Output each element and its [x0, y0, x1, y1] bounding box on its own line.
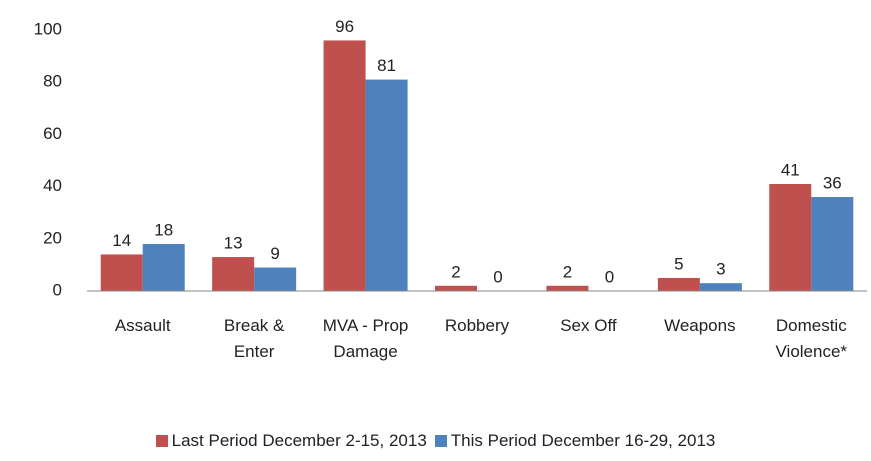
y-tick-label: 0: [53, 280, 62, 299]
data-label: 0: [493, 267, 502, 286]
data-label: 13: [224, 234, 243, 253]
x-tick-label: MVA - Prop Damage: [322, 316, 409, 361]
data-label: 9: [270, 244, 279, 263]
y-tick-label: 60: [43, 124, 62, 143]
data-label: 41: [781, 160, 800, 179]
data-label: 5: [674, 254, 683, 273]
bar: [323, 40, 366, 291]
data-label: 81: [377, 56, 396, 75]
y-tick-label: 40: [43, 176, 62, 195]
data-label: 18: [154, 221, 173, 240]
bar: [142, 244, 185, 291]
bar: [699, 283, 742, 291]
y-tick-label: 80: [43, 72, 62, 91]
bar: [365, 79, 408, 291]
legend-swatch: [155, 435, 168, 447]
y-tick-label: 100: [34, 19, 62, 38]
y-tick-label: 20: [43, 228, 62, 247]
data-label: 96: [335, 17, 354, 36]
x-tick-label: Sex Off: [560, 316, 617, 335]
bar: [657, 277, 700, 291]
data-label: 36: [823, 174, 842, 193]
x-tick-label: Assault: [114, 316, 171, 335]
x-tick-label: Robbery: [444, 316, 510, 335]
data-label: 3: [716, 260, 725, 279]
bar: [769, 183, 812, 291]
bar: [212, 257, 255, 291]
bar: [435, 285, 477, 291]
legend-label: Last Period December 2-15, 2013: [171, 431, 427, 450]
legend-item: Last Period December 2-15, 2013: [155, 431, 427, 451]
bar: [100, 254, 143, 291]
legend: Last Period December 2-15, 2013 This Peri…: [0, 431, 871, 451]
data-label: 0: [605, 267, 614, 286]
bar: [254, 267, 297, 291]
legend-swatch: [434, 435, 447, 447]
legend-label: This Period December 16-29, 2013: [450, 431, 716, 450]
x-tick-label: Weapons: [664, 316, 736, 335]
legend-item: This Period December 16-29, 2013: [434, 431, 716, 451]
bar: [811, 197, 854, 291]
data-label: 14: [112, 231, 131, 250]
bar: [546, 285, 589, 291]
data-label: 2: [451, 262, 460, 281]
data-label: 2: [563, 262, 572, 281]
x-tick-label: Break & Enter: [223, 316, 285, 361]
x-tick-label: Domestic Violence*: [775, 316, 848, 361]
